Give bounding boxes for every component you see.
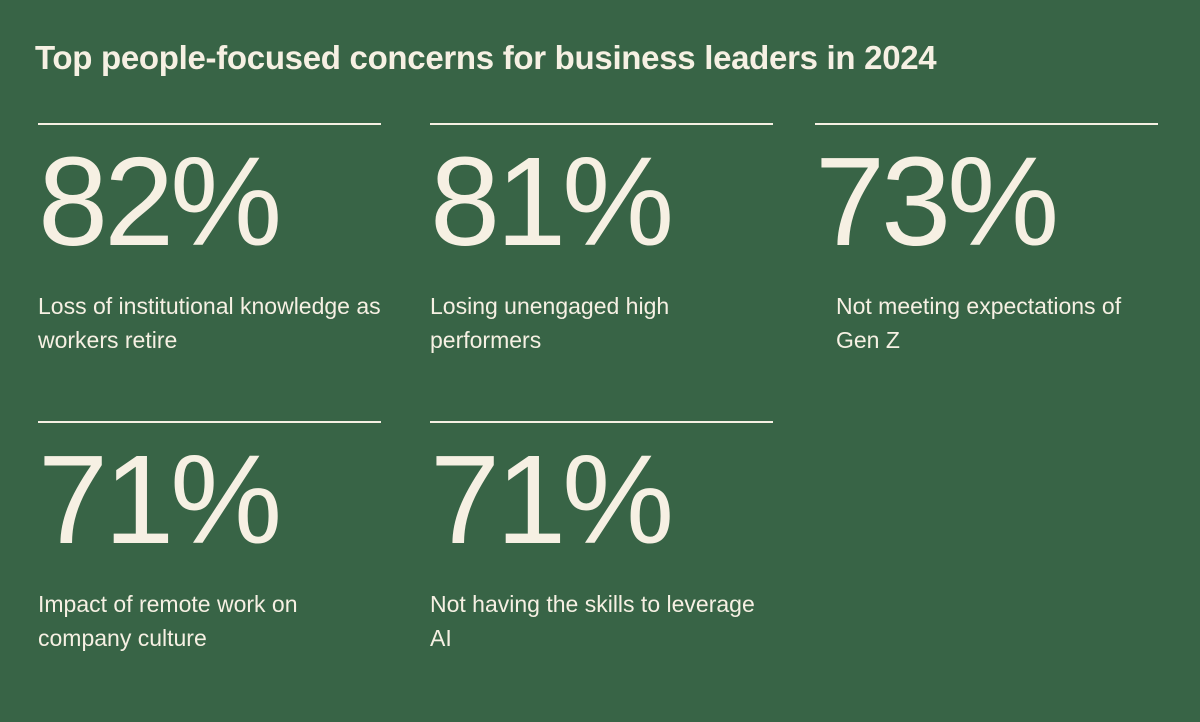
stat-label: Losing unengaged high performers	[430, 293, 670, 353]
stat-card: 71% Not having the skills to leverage AI	[430, 421, 773, 651]
stat-card: 71% Impact of remote work on company cul…	[38, 421, 381, 651]
divider	[430, 123, 773, 125]
stat-value: 73%	[815, 131, 1059, 272]
stat-label: Not meeting expectations of Gen Z	[836, 293, 1122, 353]
chart-title: Top people-focused concerns for business…	[35, 39, 937, 76]
stat-value: 81%	[430, 131, 674, 272]
stat-card: 82% Loss of institutional knowledge as w…	[38, 123, 381, 353]
stat-value: 82%	[38, 131, 282, 272]
divider	[430, 421, 773, 423]
stat-card: 81% Losing unengaged high performers	[430, 123, 773, 353]
divider	[38, 421, 381, 423]
stat-card: 73% Not meeting expectations of Gen Z	[815, 123, 1158, 353]
stat-value: 71%	[38, 429, 282, 570]
divider	[38, 123, 381, 125]
stat-value: 71%	[430, 429, 674, 570]
stat-label: Loss of institutional knowledge as worke…	[38, 293, 381, 353]
stat-label: Impact of remote work on company culture	[38, 591, 298, 651]
divider	[815, 123, 1158, 125]
stat-label: Not having the skills to leverage AI	[430, 591, 755, 651]
